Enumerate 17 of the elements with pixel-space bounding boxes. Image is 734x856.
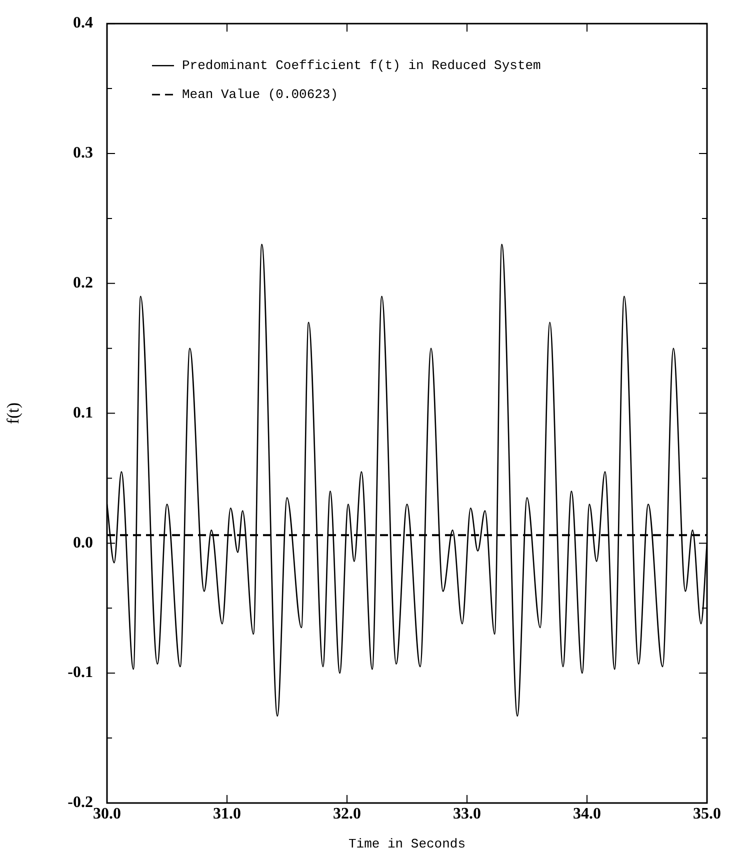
y-tick-label: -0.1 xyxy=(68,664,93,682)
legend-label: Mean Value (0.00623) xyxy=(182,87,338,102)
y-tick-label: 0.0 xyxy=(73,534,93,552)
x-tick-label: 30.0 xyxy=(93,806,121,823)
x-tick-label: 32.0 xyxy=(333,806,361,823)
y-tick-label: -0.2 xyxy=(68,794,93,812)
y-tick-label: 0.2 xyxy=(73,274,93,292)
x-tick-label: 33.0 xyxy=(453,806,481,823)
y-tick-label: 0.4 xyxy=(73,14,93,32)
legend-label: Predominant Coefficient f(t) in Reduced System xyxy=(182,58,542,74)
x-tick-label: 34.0 xyxy=(573,806,601,823)
x-axis-title: Time in Seconds xyxy=(348,836,466,852)
y-tick-label: 0.3 xyxy=(73,144,93,162)
x-tick-label: 31.0 xyxy=(213,806,241,823)
x-tick-label: 35.0 xyxy=(693,806,721,823)
y-tick-label: 0.1 xyxy=(73,404,93,422)
y-axis-title: f(t) xyxy=(4,402,23,424)
